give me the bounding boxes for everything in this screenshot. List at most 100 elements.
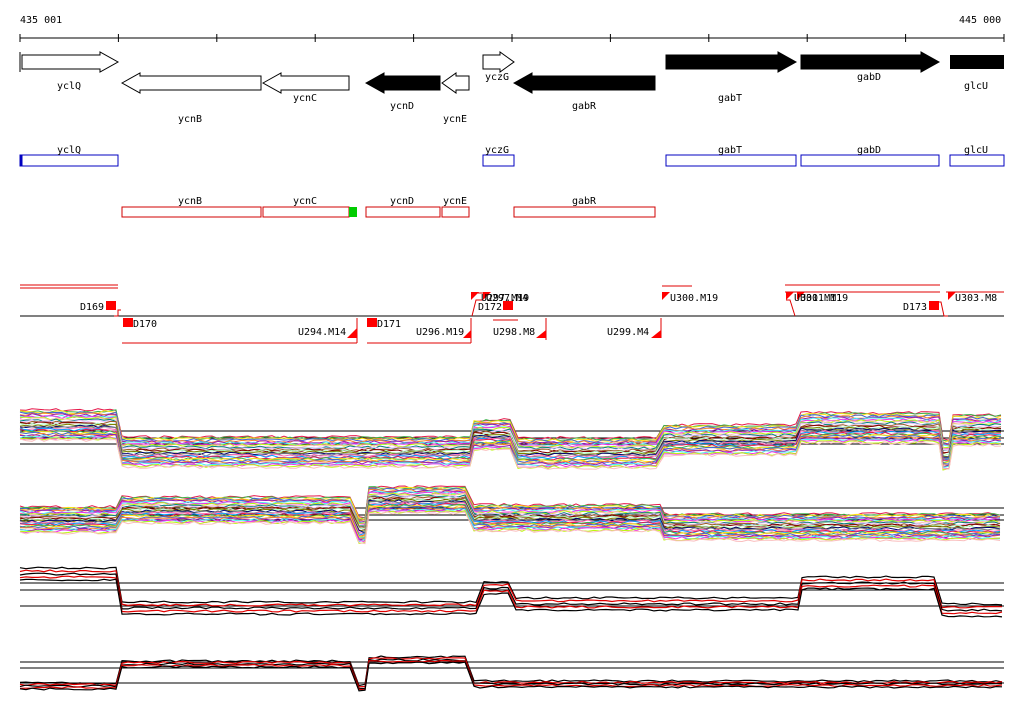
reverse-box-label: ycnB [178, 196, 202, 207]
summary-trace [19, 566, 1003, 606]
forward-box-label: yclQ [57, 145, 81, 156]
segment-label-u299: U299.M4 [607, 327, 649, 338]
coordinate-start: 435 001 [20, 15, 62, 26]
segment-label-u297-m4: U297.M4 [486, 293, 528, 304]
reverse-box-label: gabR [572, 196, 597, 207]
coordinate-end: 445 000 [959, 15, 1001, 26]
summary-trace [19, 572, 1003, 612]
forward-box-yczG[interactable]: yczG [482, 145, 515, 167]
forward-box-label: gabD [857, 145, 881, 156]
summary-trace [19, 569, 1003, 609]
segment-marker-u296 [463, 330, 471, 338]
expression-trace [19, 415, 1002, 449]
segment-marker-d171 [367, 318, 377, 327]
forward-box-label: gabT [718, 145, 742, 156]
reverse-box-ycnD[interactable]: ycnD [365, 196, 441, 218]
expression-trace [19, 501, 1001, 535]
segment-label-u296: U296.M19 [416, 327, 464, 338]
reverse-annotation-track: ycnB ycnC ycnD ycnE gabR [121, 196, 656, 218]
expression-trace [19, 426, 1002, 461]
gene-arrow-ycnB[interactable]: ycnB [120, 72, 262, 125]
expression-trace [19, 510, 1001, 544]
gene-arrow-ycnE[interactable]: ycnE [441, 72, 470, 125]
segment-label-d171: D171 [377, 319, 401, 330]
reverse-box-label: ycnC [293, 196, 317, 207]
segment-label-d170: D170 [133, 319, 157, 330]
gene-label-ycnD: ycnD [390, 101, 414, 112]
reverse-box-label: ycnE [443, 196, 467, 207]
expression-trace [19, 438, 1002, 470]
expression-trace [19, 490, 1001, 524]
expression-trace [19, 428, 1002, 461]
gene-arrow-yczG[interactable]: yczG [482, 51, 515, 83]
segment-label-u303: U303.M8 [955, 293, 997, 304]
segment-marker-u303 [948, 292, 956, 300]
segment-label-u301-m11: U301.M11 [794, 293, 842, 304]
expression-trace [19, 433, 1002, 468]
summary-panel-reverse [19, 655, 1004, 692]
gene-arrow-gabD[interactable]: gabD [800, 51, 941, 83]
gene-arrow-yclQ[interactable]: yclQ [19, 51, 120, 92]
expression-trace [19, 408, 1002, 441]
expression-panel-reverse [19, 485, 1004, 545]
expression-trace [19, 499, 1001, 534]
summary-trace [19, 657, 1003, 688]
gene-arrow-ycnC[interactable]: ycnC [261, 72, 350, 104]
forward-box-yclQ[interactable]: yclQ [19, 145, 119, 167]
reverse-box-label: ycnD [390, 196, 414, 207]
segment-marker-d169 [106, 301, 116, 310]
reverse-box-ycnC[interactable]: ycnC [262, 196, 357, 218]
gene-track: yclQ ycnB ycnC ycnD ycnE yczG ga [19, 51, 1004, 125]
segment-marker-u294 [347, 328, 357, 338]
segment-label-u298: U298.M8 [493, 327, 535, 338]
green-marker [349, 207, 357, 217]
segment-marker-u297b [483, 292, 491, 300]
segment-marker-u301 [786, 292, 794, 300]
forward-box-label: glcU [964, 145, 988, 156]
gene-label-yczG: yczG [485, 72, 509, 83]
reverse-box-ycnE[interactable]: ycnE [441, 196, 470, 218]
gene-arrow-ycnD[interactable]: ycnD [364, 72, 441, 112]
segment-marker-u298 [536, 330, 546, 338]
segment-marker-d173 [929, 301, 939, 310]
segment-label-u294: U294.M14 [298, 327, 346, 338]
gene-label-ycnC: ycnC [293, 93, 317, 104]
expression-trace [19, 410, 1002, 444]
forward-box-gabD[interactable]: gabD [800, 145, 940, 167]
segment-marker-u301b [797, 292, 805, 300]
expression-trace [19, 416, 1002, 449]
expression-trace [19, 493, 1001, 527]
reverse-box-gabR[interactable]: gabR [513, 196, 656, 218]
segment-label-d169: D169 [80, 302, 104, 313]
segment-label-d172: D172 [478, 302, 502, 313]
expression-trace [19, 510, 1001, 545]
gene-arrow-glcU[interactable]: glcU [950, 55, 1004, 92]
reverse-box-ycnB[interactable]: ycnB [121, 196, 262, 218]
segment-label-u297-m19: U297.M19 [481, 293, 529, 304]
coordinate-ruler: 435 001 445 000 [19, 15, 1005, 42]
gene-label-ycnB: ycnB [178, 114, 202, 125]
gene-arrow-gabR[interactable]: gabR [512, 72, 656, 112]
summary-trace [19, 575, 1003, 615]
segment-marker-d172 [503, 301, 513, 310]
gene-arrow-gabT[interactable]: gabT [665, 51, 798, 104]
segment-label-u300: U300.M19 [670, 293, 718, 304]
expression-trace [19, 422, 1002, 457]
segment-label-u301-m19: U301.M19 [800, 293, 848, 304]
summary-panel-forward [19, 566, 1004, 618]
segment-marker-u300 [662, 292, 670, 300]
expression-trace [19, 430, 1002, 465]
forward-box-gabT[interactable]: gabT [665, 145, 797, 167]
segment-label-d173: D173 [903, 302, 927, 313]
summary-trace [19, 655, 1003, 687]
expression-panel-forward [19, 408, 1004, 471]
summary-trace [19, 658, 1002, 690]
segment-marker-u299 [651, 330, 661, 338]
summary-trace [19, 578, 1003, 618]
forward-box-glcU[interactable]: glcU [949, 145, 1005, 167]
expression-trace [19, 489, 1001, 523]
gene-label-gabD: gabD [857, 72, 881, 83]
segmentation-track: D169 D172 U300.M19 D173 U303.M8 U297.M19… [20, 284, 1004, 344]
summary-trace [19, 660, 1003, 691]
